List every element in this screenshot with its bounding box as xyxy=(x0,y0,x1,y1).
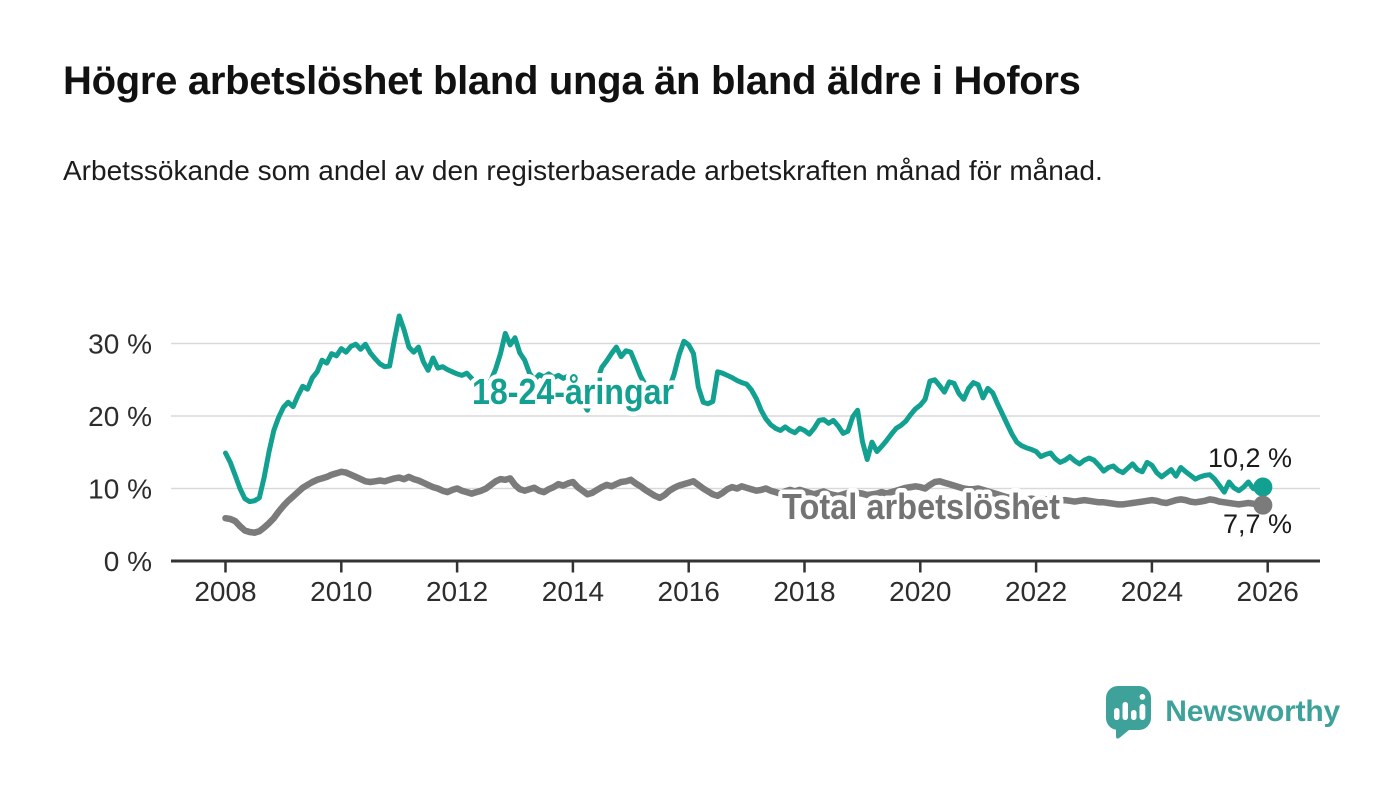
y-axis-tick-label: 30 % xyxy=(88,329,152,360)
y-axis-tick-label: 10 % xyxy=(88,474,152,505)
x-axis-tick-label: 2020 xyxy=(889,576,951,607)
logo-speech-bubble xyxy=(1106,686,1152,739)
x-axis-tick-label: 2016 xyxy=(658,576,720,607)
series-label-youth: 18-24-åringar xyxy=(472,371,674,412)
x-axis-tick-label: 2022 xyxy=(1005,576,1067,607)
series-end-dot-youth xyxy=(1253,477,1273,497)
logo-bar-2 xyxy=(1122,702,1129,720)
series-end-dot-total xyxy=(1253,495,1273,515)
end-value-label-total: 7,7 % xyxy=(1223,509,1292,539)
logo-bar-3 xyxy=(1131,710,1137,720)
x-axis-tick-label: 2014 xyxy=(542,576,604,607)
x-axis-tick-label: 2026 xyxy=(1237,576,1299,607)
chart-subtitle: Arbetssökande som andel av den registerb… xyxy=(63,155,1103,186)
end-value-label-youth: 10,2 % xyxy=(1208,443,1292,473)
x-axis-tick-label: 2008 xyxy=(194,576,256,607)
logo-exclaim-dot xyxy=(1139,694,1146,700)
newsworthy-logo-text: Newsworthy xyxy=(1165,695,1340,728)
newsworthy-logo: Newsworthy xyxy=(1105,684,1340,740)
newsworthy-logo-icon xyxy=(1106,686,1152,739)
chart-title: Högre arbetslöshet bland unga än bland ä… xyxy=(63,59,1081,103)
x-axis-tick-label: 2012 xyxy=(426,576,488,607)
x-axis-tick-label: 2024 xyxy=(1121,576,1183,607)
logo-exclaim-bar xyxy=(1139,704,1146,720)
x-axis-tick-label: 2018 xyxy=(773,576,835,607)
series-line-total xyxy=(222,468,1267,536)
series-label-total: Total arbetslöshet xyxy=(782,486,1060,527)
y-axis-tick-label: 0 % xyxy=(104,546,152,577)
x-axis-tick-label: 2010 xyxy=(310,576,372,607)
series-line-youth xyxy=(223,313,1266,505)
y-axis-tick-label: 20 % xyxy=(88,401,152,432)
logo-bar-1 xyxy=(1114,708,1120,720)
